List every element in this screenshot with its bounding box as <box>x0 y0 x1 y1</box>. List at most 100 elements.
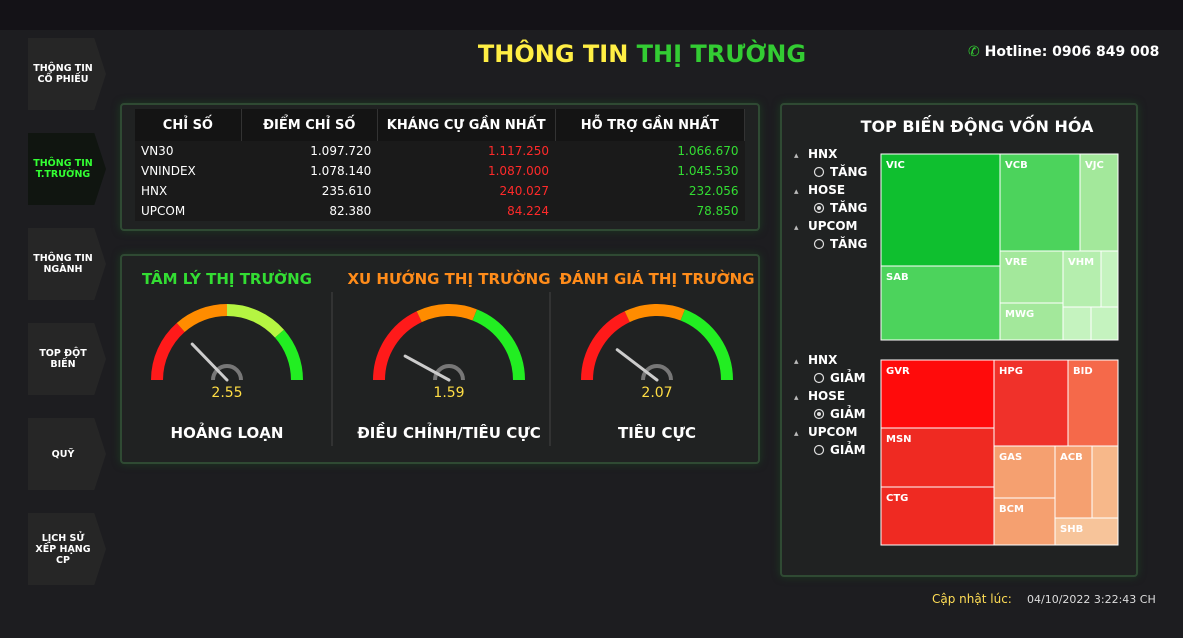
treemap-tile[interactable] <box>880 486 995 546</box>
gauge-needle <box>615 348 659 382</box>
treemaps: TOP BIẾN ĐỘNG VỐN HÓA HNX ▴ TĂNG HOSE ▴ TĂNG UP… <box>794 115 1119 546</box>
tile-label: VJC <box>1085 160 1104 171</box>
gauge-panel: TÂM LÝ THỊ TRƯỜNG 2.55 HOẢNG LOẠN XU HƯỚNG … <box>120 254 760 464</box>
tile-label: VIC <box>886 160 905 171</box>
title-part: THÔNG TIN <box>477 40 629 68</box>
radio[interactable] <box>813 166 825 178</box>
tile-label: GVR <box>886 366 910 377</box>
gauge-title: XU HƯỚNG THỊ TRƯỜNG <box>347 269 550 288</box>
sidebar-item[interactable]: THÔNG TIN CỔ PHIẾU <box>28 38 106 110</box>
gauge-title: TÂM LÝ THỊ TRƯỜNG <box>142 269 312 288</box>
table-cell: VN30 <box>135 141 242 161</box>
treemap-tile[interactable] <box>1091 445 1119 519</box>
gauge-arc <box>680 309 733 381</box>
gauge-arc <box>176 304 228 333</box>
gauge-value: 2.07 <box>641 385 672 401</box>
index-table: CHỈ SỐ ĐIỂM CHỈ SỐ KHÁNG CỰ GẦN NHẤT HỖ TRỢ… <box>135 109 746 221</box>
gauges: TÂM LÝ THỊ TRƯỜNG 2.55 HOẢNG LOẠN XU HƯỚNG … <box>142 269 755 446</box>
filter-exchange[interactable]: HNX <box>808 353 838 367</box>
filter-option: GIẢM <box>830 405 866 421</box>
table-cell: 82.380 <box>241 201 378 221</box>
treemap-tile[interactable] <box>1062 250 1102 308</box>
update-time: 04/10/2022 3:22:43 CH <box>1027 593 1156 606</box>
radio[interactable] <box>813 238 825 250</box>
table-row: HNX 235.610 240.027 232.056 <box>135 181 745 201</box>
tile-label: BID <box>1073 366 1093 377</box>
treemap-tile[interactable] <box>1054 445 1093 519</box>
treemap-tile[interactable] <box>999 302 1064 341</box>
treemap-panel: TOP BIẾN ĐỘNG VỐN HÓA HNX ▴ TĂNG HOSE ▴ TĂNG UP… <box>780 103 1138 577</box>
gauge-hub <box>433 364 465 381</box>
treemap-title: TOP BIẾN ĐỘNG VỐN HÓA <box>861 115 1094 136</box>
radio[interactable] <box>813 202 825 214</box>
treemap-tile[interactable] <box>993 445 1056 499</box>
filter-option: TĂNG <box>830 200 867 215</box>
column-header[interactable]: CHỈ SỐ <box>135 109 242 141</box>
index-table-panel: CHỈ SỐ ĐIỂM CHỈ SỐ KHÁNG CỰ GẦN NHẤT HỖ TRỢ… <box>120 103 760 231</box>
header-row: CHỈ SỐ ĐIỂM CHỈ SỐ KHÁNG CỰ GẦN NHẤT HỖ TRỢ… <box>135 109 746 141</box>
radio[interactable] <box>813 372 825 384</box>
filter-exchange[interactable]: HNX <box>808 147 838 161</box>
gauge-hub <box>641 364 673 381</box>
sidebar-item[interactable]: QUỸ <box>28 418 106 490</box>
table-cell: 84.224 <box>377 201 556 221</box>
filter-exchange[interactable]: UPCOM <box>808 425 858 439</box>
gauge-label: HOẢNG LOẠN <box>171 421 284 442</box>
caret: ▴ <box>794 223 799 233</box>
gauge-value: 2.55 <box>211 385 242 401</box>
filter-exchange[interactable]: HOSE <box>808 389 845 403</box>
sidebar-item[interactable]: THÔNG TIN T.TRƯỜNG <box>28 133 106 205</box>
treemap-tile[interactable] <box>880 359 995 429</box>
caret: ▴ <box>794 429 799 439</box>
table-row: VNINDEX 1.078.140 1.087.000 1.045.530 <box>135 161 745 181</box>
sidebar-item[interactable]: THÔNG TIN NGÀNH <box>28 228 106 300</box>
table-cell: 235.610 <box>241 181 378 201</box>
treemap-tile[interactable] <box>880 153 1001 267</box>
tile-label: BCM <box>999 504 1024 515</box>
gauge-label: ĐIỀU CHỈNH/TIÊU CỰC <box>357 421 541 442</box>
tile-label: MSN <box>886 434 912 445</box>
table-row: UPCOM 82.380 84.224 78.850 <box>135 201 745 221</box>
tile-label: VHM <box>1068 257 1094 268</box>
sidebar-item[interactable]: TOP ĐỘT BIẾN <box>28 323 106 395</box>
radio[interactable] <box>813 444 825 456</box>
table-cell: 1.117.250 <box>377 141 556 161</box>
filter-exchange[interactable]: UPCOM <box>808 219 858 233</box>
column-header[interactable]: ĐIỂM CHỈ SỐ <box>241 109 378 141</box>
gauge-arc <box>624 304 685 323</box>
filter-option: GIẢM <box>830 441 866 457</box>
treemap-tile[interactable] <box>993 359 1069 447</box>
radio-dot <box>817 412 821 416</box>
table-cell: 1.087.000 <box>377 161 556 181</box>
gauge-arc <box>472 309 525 381</box>
treemap-tile[interactable] <box>999 250 1064 304</box>
caret: ▴ <box>794 393 799 403</box>
tile-label: VRE <box>1005 257 1027 268</box>
treemap-tile[interactable] <box>1079 153 1119 252</box>
treemap-tile[interactable] <box>1100 250 1119 308</box>
treemap-tile[interactable] <box>880 427 995 488</box>
treemap-tile[interactable] <box>1054 517 1119 546</box>
filter-exchange[interactable]: HOSE <box>808 183 845 197</box>
title-part: THỊ TRƯỜNG <box>636 40 807 68</box>
column-header[interactable]: KHÁNG CỰ GẦN NHẤT <box>377 109 556 141</box>
treemap-tile[interactable] <box>1090 306 1119 341</box>
gauge-label: TIÊU CỰC <box>618 423 696 442</box>
hotline[interactable]: ✆ Hotline: 0906 849 008 <box>968 44 1160 60</box>
treemap-tile[interactable] <box>1067 359 1119 447</box>
sidebar-item[interactable]: LỊCH SỬ XẾP HẠNG CP <box>28 513 106 585</box>
table-cell: 1.097.720 <box>241 141 378 161</box>
gauge-hub <box>211 364 243 381</box>
hotline-text: Hotline: 0906 849 008 <box>984 44 1160 60</box>
caret: ▴ <box>794 357 799 367</box>
treemap-tile[interactable] <box>880 265 1001 341</box>
tile-label: VCB <box>1005 160 1028 171</box>
caret: ▴ <box>794 187 799 197</box>
gauge-arc <box>373 311 422 381</box>
radio-dot <box>817 206 821 210</box>
table-cell: 232.056 <box>555 181 745 201</box>
radio[interactable] <box>813 408 825 420</box>
column-header[interactable]: HỖ TRỢ GẦN NHẤT <box>555 109 746 141</box>
treemap-tile[interactable] <box>1062 306 1092 341</box>
